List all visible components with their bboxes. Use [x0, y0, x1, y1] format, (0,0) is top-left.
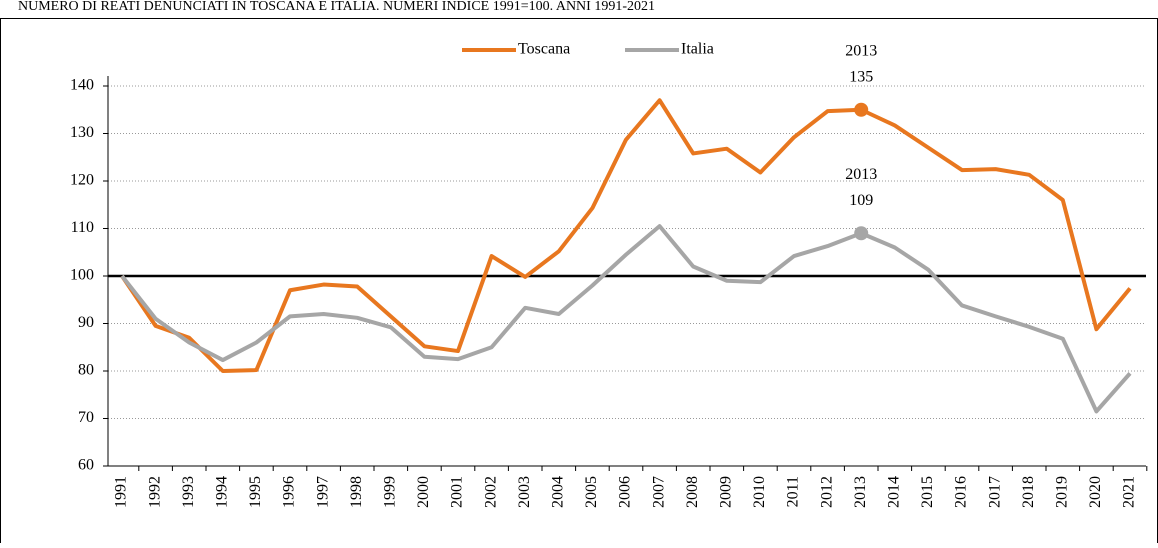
- x-tick-label: 2013: [852, 476, 869, 508]
- x-tick-label: 2005: [583, 476, 600, 508]
- y-tick-label: 60: [78, 457, 94, 474]
- y-tick-label: 130: [70, 124, 94, 141]
- x-tick-label: 1999: [381, 476, 398, 508]
- annotation-year: 2013: [845, 42, 877, 59]
- line-series: [120, 98, 1132, 373]
- y-tick-label: 140: [70, 77, 94, 94]
- y-tick-label: 90: [78, 314, 94, 331]
- y-tick-label: 100: [70, 267, 94, 284]
- y-tick-label: 120: [70, 172, 94, 189]
- x-tick-label: 2017: [986, 476, 1003, 508]
- y-tick-label: 110: [71, 219, 94, 236]
- x-tick-label: 1997: [314, 476, 331, 508]
- y-tick-label: 70: [78, 409, 94, 426]
- legend-label: Toscana: [518, 41, 570, 58]
- x-tick-label: 2003: [516, 476, 533, 508]
- highlight-point: [854, 226, 869, 241]
- x-tick-label: 2016: [953, 476, 970, 508]
- annotation-year: 2013: [845, 166, 877, 183]
- x-tick-label: 2014: [885, 476, 902, 508]
- x-tick-label: 2008: [684, 476, 701, 508]
- x-tick-label: 2015: [919, 476, 936, 508]
- x-tick-label: 2018: [1020, 476, 1037, 508]
- y-tick-label: 80: [78, 362, 94, 379]
- legend-label: Italia: [681, 41, 714, 58]
- x-tick-label: 2002: [482, 476, 499, 508]
- chart-title: NUMERO DI REATI DENUNCIATI IN TOSCANA E …: [18, 0, 655, 14]
- x-tick-label: 1992: [146, 476, 163, 508]
- chart-frame: [0, 18, 1158, 548]
- x-tick-label: 2007: [650, 476, 667, 508]
- line-series: [120, 224, 1132, 414]
- x-tick-label: 2019: [1053, 476, 1070, 508]
- x-tick-label: 2011: [785, 476, 802, 507]
- annotation-value: 135: [849, 68, 873, 85]
- highlight-point: [854, 102, 869, 117]
- x-tick-label: 2021: [1121, 476, 1138, 508]
- x-tick-label: 2006: [617, 476, 634, 508]
- x-tick-label: 1994: [213, 476, 230, 508]
- x-tick-label: 2001: [449, 476, 466, 508]
- x-tick-label: 1991: [113, 476, 130, 508]
- x-tick-label: 1995: [247, 476, 264, 508]
- x-tick-label: 1993: [180, 476, 197, 508]
- x-tick-label: 1998: [348, 476, 365, 508]
- x-tick-label: 2000: [415, 476, 432, 508]
- x-tick-label: 2009: [717, 476, 734, 508]
- x-tick-label: 2020: [1087, 476, 1104, 508]
- x-tick-label: 2010: [751, 476, 768, 508]
- x-tick-label: 1996: [281, 476, 298, 508]
- x-tick-label: 2004: [549, 476, 566, 508]
- x-tick-label: 2012: [818, 476, 835, 508]
- annotation-value: 109: [849, 192, 873, 209]
